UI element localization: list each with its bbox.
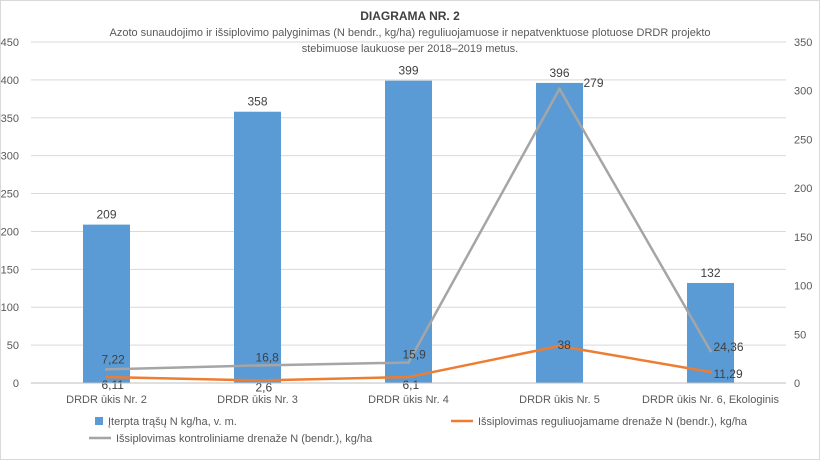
x-axis: DRDR ūkis Nr. 2 DRDR ūkis Nr. 3 DRDR ūkis … bbox=[31, 382, 786, 406]
line-point bbox=[558, 344, 561, 348]
line-value-label: 7,22 bbox=[102, 352, 126, 366]
line-series bbox=[105, 87, 712, 382]
line-value-label: 16,8 bbox=[256, 350, 280, 364]
bar bbox=[385, 80, 432, 383]
right-tick-label: 100 bbox=[794, 281, 812, 293]
right-tick-label: 200 bbox=[794, 183, 812, 195]
line-value-label: 279 bbox=[584, 76, 604, 90]
right-tick-label: 0 bbox=[794, 378, 800, 390]
left-tick-label: 400 bbox=[1, 75, 19, 87]
category-label: DRDR ūkis Nr. 5 bbox=[519, 394, 600, 406]
line-point bbox=[256, 363, 259, 367]
right-tick-label: 250 bbox=[794, 134, 812, 146]
line-point bbox=[407, 361, 410, 365]
chart-title: DIAGRAMA NR. 2 bbox=[360, 9, 460, 23]
line-value-label: 6,1 bbox=[403, 378, 420, 392]
legend-label: Įterpta trąšų N kg/ha, v. m. bbox=[108, 416, 237, 428]
line-value-label: 15,9 bbox=[403, 348, 427, 362]
bar-value-label: 132 bbox=[700, 266, 720, 280]
line-value-label: 24,36 bbox=[714, 340, 744, 354]
bar bbox=[83, 224, 130, 383]
legend: Įterpta trąšų N kg/ha, v. m. Išsiplovimas… bbox=[89, 416, 748, 445]
line-point bbox=[256, 378, 259, 382]
line-point bbox=[709, 370, 712, 374]
line-point bbox=[105, 367, 108, 371]
right-tick-label: 350 bbox=[794, 37, 812, 49]
left-tick-label: 50 bbox=[7, 340, 19, 352]
left-tick-label: 300 bbox=[1, 151, 19, 163]
left-tick-label: 350 bbox=[1, 113, 19, 125]
bar-value-label: 358 bbox=[247, 95, 267, 109]
left-tick-label: 150 bbox=[1, 264, 19, 276]
line-point bbox=[105, 375, 108, 379]
line-value-label: 11,29 bbox=[714, 367, 743, 381]
category-label: DRDR ūkis Nr. 2 bbox=[66, 394, 147, 406]
left-tick-label: 100 bbox=[1, 302, 19, 314]
bar-value-label: 399 bbox=[398, 64, 418, 78]
legend-swatch bbox=[95, 417, 103, 425]
bar bbox=[536, 82, 583, 384]
right-tick-label: 50 bbox=[794, 329, 806, 341]
bar-value-label: 396 bbox=[549, 66, 569, 80]
right-tick-label: 300 bbox=[794, 86, 812, 98]
left-axis: 0 50 100 150 200 250 300 350 400 450 bbox=[1, 37, 19, 390]
left-tick-label: 450 bbox=[1, 37, 19, 49]
right-axis: 0 50 100 150 200 250 300 350 bbox=[794, 37, 812, 390]
chart-subtitle-line-2: stebimuose laukuose per 2018–2019 metus. bbox=[302, 43, 518, 55]
line-point bbox=[558, 87, 561, 91]
bar bbox=[687, 282, 734, 383]
line-point bbox=[407, 375, 410, 379]
line-value-label: 2,6 bbox=[256, 380, 273, 394]
bar-series bbox=[83, 80, 734, 384]
legend-label: Išsiplovimas kontroliniame drenaže N (be… bbox=[116, 433, 373, 445]
bar-value-label: 209 bbox=[96, 208, 116, 222]
data-labels: 209 358 399 396 132 6,11 2,6 6,1 38 11,29 7,22 16,8… bbox=[96, 64, 743, 395]
chart-subtitle-line-1: Azoto sunaudojimo ir išsiplovimo palygin… bbox=[109, 27, 710, 39]
left-tick-label: 0 bbox=[13, 378, 19, 390]
legend-label: Išsiplovimas reguliuojamame drenaže N (b… bbox=[478, 416, 748, 428]
line-value-label: 6,11 bbox=[102, 378, 125, 392]
category-label: DRDR ūkis Nr. 6, Ekologinis bbox=[642, 394, 779, 406]
category-label: DRDR ūkis Nr. 3 bbox=[217, 394, 298, 406]
line-point bbox=[709, 349, 712, 353]
right-tick-label: 150 bbox=[794, 232, 812, 244]
category-label: DRDR ūkis Nr. 4 bbox=[368, 394, 449, 406]
left-tick-label: 250 bbox=[1, 189, 19, 201]
left-tick-label: 200 bbox=[1, 226, 19, 238]
bar bbox=[234, 111, 281, 384]
line-value-label: 38 bbox=[558, 338, 572, 352]
